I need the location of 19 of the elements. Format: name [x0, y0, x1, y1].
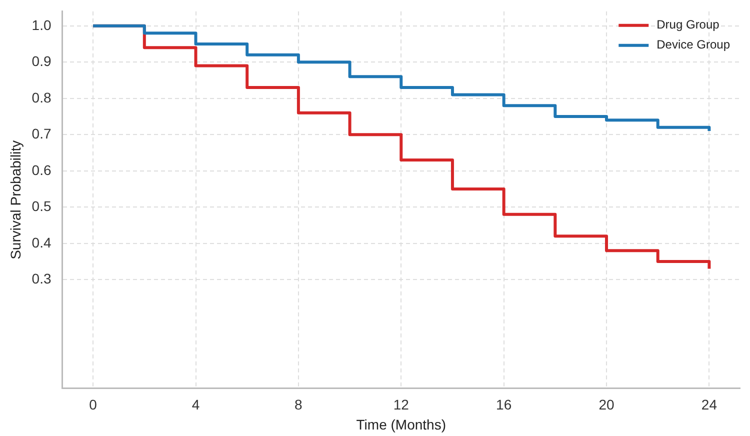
x-tick-label: 24 [701, 396, 718, 413]
y-axis-title: Survival Probability [7, 140, 24, 260]
x-tick-label: 0 [89, 396, 98, 413]
x-tick-label: 16 [496, 396, 512, 413]
x-tick-label: 20 [598, 396, 615, 413]
x-tick-label: 8 [294, 396, 303, 413]
x-axis-title: Time (Months) [356, 416, 446, 432]
y-tick-label: 0.3 [32, 270, 52, 287]
y-tick-label: 0.4 [32, 234, 52, 250]
y-tick-label: 0.7 [32, 126, 52, 142]
legend-label: Drug Group [656, 18, 720, 32]
y-tick-label: 0.6 [32, 162, 52, 178]
y-tick-label: 0.9 [32, 53, 52, 70]
y-tick-label: 0.8 [32, 89, 52, 106]
y-tick-label: 0.5 [32, 198, 52, 214]
x-tick-label: 4 [192, 396, 200, 413]
y-tick-label: 1.0 [32, 16, 52, 33]
x-tick-label: 12 [393, 396, 410, 413]
legend-label: Device Group [656, 38, 730, 52]
